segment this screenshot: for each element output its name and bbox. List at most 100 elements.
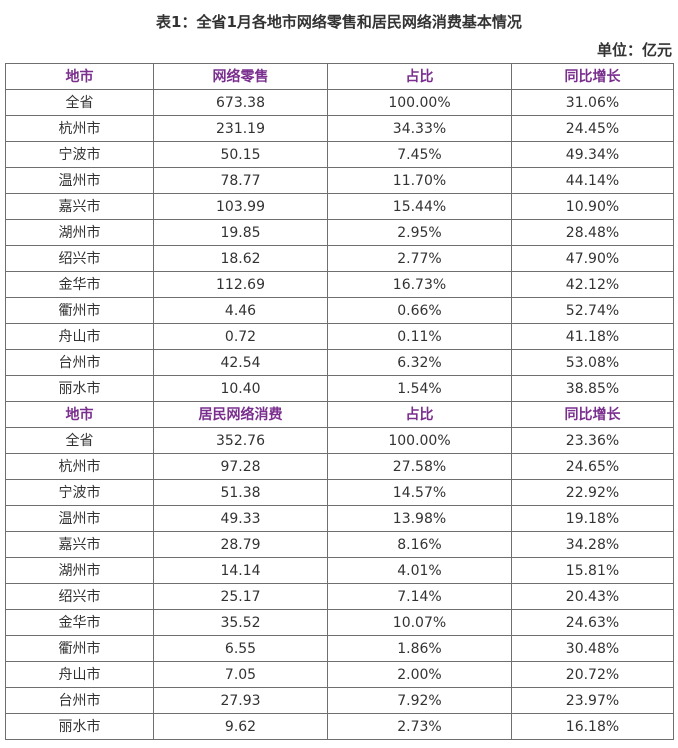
value-cell: 9.62	[153, 713, 328, 740]
column-header: 居民网络消费	[153, 401, 328, 428]
table-row: 湖州市 19.85 2.95% 28.48%	[5, 219, 674, 246]
growth-cell: 38.85%	[511, 375, 674, 402]
growth-cell: 24.45%	[511, 115, 674, 142]
table-header-row: 地市 居民网络消费 占比 同比增长	[5, 401, 674, 428]
data-table: 地市 网络零售 占比 同比增长 全省 673.38 100.00% 31.06% 杭州市 231.…	[5, 63, 674, 740]
value-cell: 42.54	[153, 349, 328, 376]
table-row: 舟山市 7.05 2.00% 20.72%	[5, 661, 674, 688]
table-row: 温州市 49.33 13.98% 19.18%	[5, 505, 674, 532]
table-title: 表1：全省1月各地市网络零售和居民网络消费基本情况	[156, 13, 522, 31]
city-cell: 绍兴市	[5, 245, 154, 272]
city-cell: 湖州市	[5, 557, 154, 584]
share-cell: 15.44%	[327, 193, 512, 220]
city-cell: 金华市	[5, 271, 154, 298]
share-cell: 34.33%	[327, 115, 512, 142]
share-cell: 6.32%	[327, 349, 512, 376]
city-cell: 台州市	[5, 349, 154, 376]
table-row: 宁波市 51.38 14.57% 22.92%	[5, 479, 674, 506]
growth-cell: 28.48%	[511, 219, 674, 246]
value-cell: 28.79	[153, 531, 328, 558]
share-cell: 27.58%	[327, 453, 512, 480]
table-row: 杭州市 231.19 34.33% 24.45%	[5, 115, 674, 142]
growth-cell: 24.63%	[511, 609, 674, 636]
value-cell: 10.40	[153, 375, 328, 402]
column-header: 同比增长	[511, 401, 674, 428]
growth-cell: 31.06%	[511, 89, 674, 116]
table-row: 金华市 35.52 10.07% 24.63%	[5, 609, 674, 636]
value-cell: 112.69	[153, 271, 328, 298]
growth-cell: 16.18%	[511, 713, 674, 740]
share-cell: 2.00%	[327, 661, 512, 688]
value-cell: 4.46	[153, 297, 328, 324]
column-header: 地市	[5, 401, 154, 428]
share-cell: 16.73%	[327, 271, 512, 298]
growth-cell: 20.72%	[511, 661, 674, 688]
growth-cell: 49.34%	[511, 141, 674, 168]
city-cell: 嘉兴市	[5, 193, 154, 220]
value-cell: 673.38	[153, 89, 328, 116]
share-cell: 1.54%	[327, 375, 512, 402]
city-cell: 舟山市	[5, 661, 154, 688]
share-cell: 11.70%	[327, 167, 512, 194]
value-cell: 103.99	[153, 193, 328, 220]
value-cell: 0.72	[153, 323, 328, 350]
share-cell: 10.07%	[327, 609, 512, 636]
city-cell: 金华市	[5, 609, 154, 636]
column-header: 占比	[327, 63, 512, 90]
value-cell: 14.14	[153, 557, 328, 584]
table-row: 湖州市 14.14 4.01% 15.81%	[5, 557, 674, 584]
value-cell: 352.76	[153, 427, 328, 454]
value-cell: 35.52	[153, 609, 328, 636]
table-row: 绍兴市 18.62 2.77% 47.90%	[5, 245, 674, 272]
column-header: 网络零售	[153, 63, 328, 90]
column-header: 占比	[327, 401, 512, 428]
share-cell: 0.66%	[327, 297, 512, 324]
column-header: 同比增长	[511, 63, 674, 90]
table-row: 温州市 78.77 11.70% 44.14%	[5, 167, 674, 194]
table-row: 丽水市 10.40 1.54% 38.85%	[5, 375, 674, 402]
table-row: 宁波市 50.15 7.45% 49.34%	[5, 141, 674, 168]
growth-cell: 41.18%	[511, 323, 674, 350]
share-cell: 1.86%	[327, 635, 512, 662]
value-cell: 231.19	[153, 115, 328, 142]
share-cell: 0.11%	[327, 323, 512, 350]
value-cell: 7.05	[153, 661, 328, 688]
table-row: 台州市 42.54 6.32% 53.08%	[5, 349, 674, 376]
city-cell: 湖州市	[5, 219, 154, 246]
share-cell: 2.77%	[327, 245, 512, 272]
value-cell: 18.62	[153, 245, 328, 272]
city-cell: 衢州市	[5, 297, 154, 324]
share-cell: 7.14%	[327, 583, 512, 610]
growth-cell: 15.81%	[511, 557, 674, 584]
growth-cell: 10.90%	[511, 193, 674, 220]
city-cell: 丽水市	[5, 713, 154, 740]
city-cell: 杭州市	[5, 453, 154, 480]
growth-cell: 47.90%	[511, 245, 674, 272]
city-cell: 全省	[5, 89, 154, 116]
city-cell: 舟山市	[5, 323, 154, 350]
share-cell: 4.01%	[327, 557, 512, 584]
city-cell: 宁波市	[5, 479, 154, 506]
table-row: 台州市 27.93 7.92% 23.97%	[5, 687, 674, 714]
city-cell: 嘉兴市	[5, 531, 154, 558]
value-cell: 51.38	[153, 479, 328, 506]
value-cell: 78.77	[153, 167, 328, 194]
table-row: 衢州市 6.55 1.86% 30.48%	[5, 635, 674, 662]
share-cell: 7.92%	[327, 687, 512, 714]
growth-cell: 34.28%	[511, 531, 674, 558]
share-cell: 8.16%	[327, 531, 512, 558]
growth-cell: 52.74%	[511, 297, 674, 324]
city-cell: 台州市	[5, 687, 154, 714]
city-cell: 丽水市	[5, 375, 154, 402]
table-row: 全省 673.38 100.00% 31.06%	[5, 89, 674, 116]
city-cell: 衢州市	[5, 635, 154, 662]
table-body: 地市 网络零售 占比 同比增长 全省 673.38 100.00% 31.06% 杭州市 231.…	[5, 63, 674, 740]
city-cell: 温州市	[5, 505, 154, 532]
city-cell: 温州市	[5, 167, 154, 194]
growth-cell: 19.18%	[511, 505, 674, 532]
value-cell: 49.33	[153, 505, 328, 532]
share-cell: 13.98%	[327, 505, 512, 532]
table-row: 杭州市 97.28 27.58% 24.65%	[5, 453, 674, 480]
table-row: 绍兴市 25.17 7.14% 20.43%	[5, 583, 674, 610]
growth-cell: 23.36%	[511, 427, 674, 454]
